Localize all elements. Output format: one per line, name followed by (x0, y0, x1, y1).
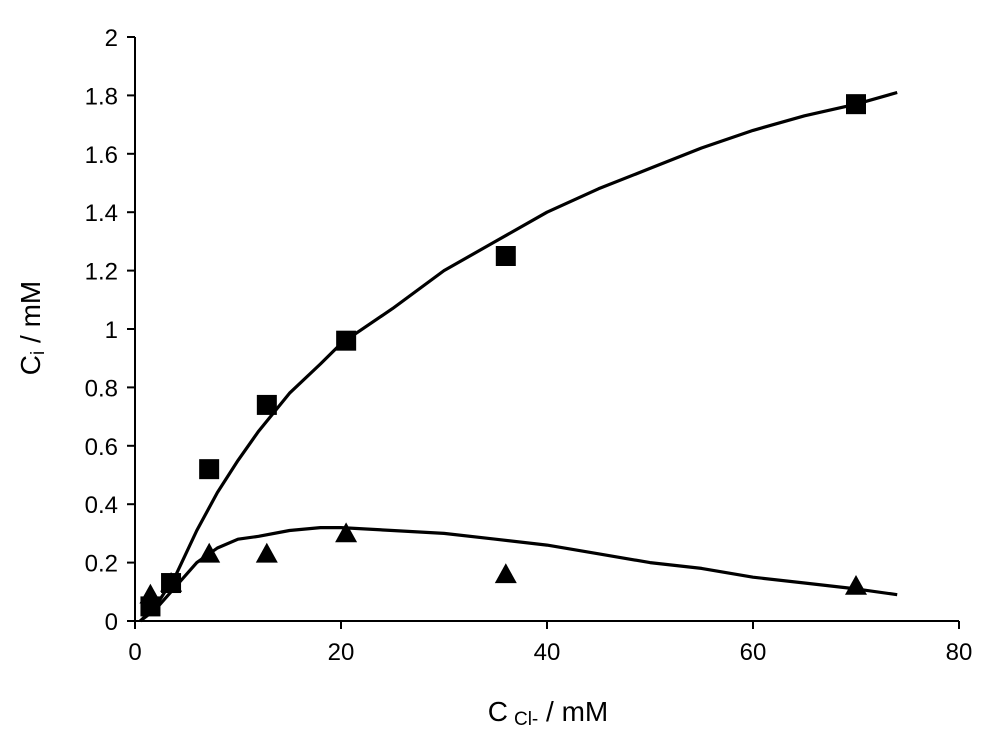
y-tick-label: 2 (105, 25, 118, 52)
fit-lines (139, 90, 898, 623)
square-marker (256, 394, 277, 415)
x-tick-label: 80 (946, 639, 973, 666)
y-axis-title: Ci / mM (15, 281, 49, 375)
y-tick-label: 0.4 (85, 492, 118, 519)
triangle-marker (494, 563, 517, 584)
y-tick-label: 1 (105, 317, 118, 344)
triangle-marker (845, 575, 867, 595)
x-tick-label: 20 (328, 639, 355, 666)
square-marker (336, 330, 357, 351)
triangle-marker (139, 583, 162, 604)
x-axis-title: C Cl- / mM (488, 696, 609, 730)
data-markers (139, 94, 867, 617)
y-tick-label: 0.2 (85, 551, 118, 578)
x-axis: 0 20 40 60 80 (128, 620, 973, 666)
triangle-marker (255, 542, 278, 563)
triangle-marker (198, 542, 221, 563)
fit-line-square (139, 90, 898, 623)
x-tick-label: 40 (534, 639, 561, 666)
x-tick-label: 60 (740, 639, 767, 666)
y-tick-label: 0.6 (85, 434, 118, 461)
y-tick-label: 1.4 (85, 200, 118, 227)
square-marker (495, 246, 516, 266)
square-marker (846, 94, 866, 115)
fit-line-triangle (139, 526, 898, 623)
y-tick-label: 0 (105, 609, 118, 636)
y-tick-label: 1.2 (85, 259, 118, 286)
y-tick-label: 1.6 (85, 142, 118, 169)
square-marker (199, 459, 220, 480)
triangle-marker (160, 572, 183, 592)
y-axis: 0 0.2 0.4 0.6 0.8 1 1.2 1.4 1.6 1.8 2 (85, 25, 136, 636)
x-tick-label: 0 (128, 639, 141, 666)
triangle-marker (335, 522, 358, 543)
y-tick-label: 0.8 (85, 375, 118, 402)
y-tick-label: 1.8 (85, 83, 118, 110)
